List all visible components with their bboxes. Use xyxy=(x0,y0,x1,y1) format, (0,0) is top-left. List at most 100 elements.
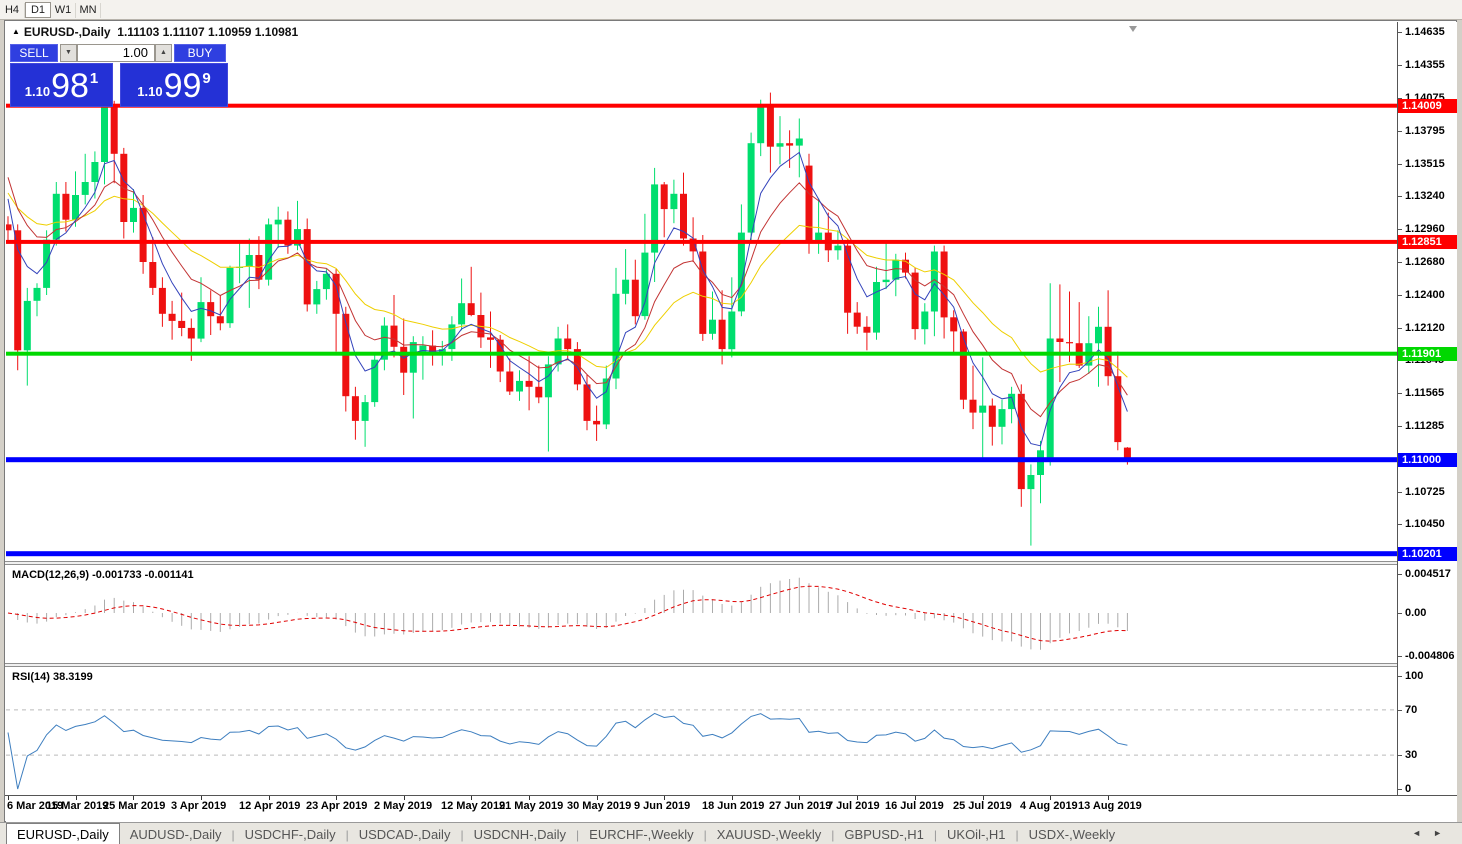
sell-price-display[interactable]: 1.10 98 1 xyxy=(10,63,113,107)
volume-increase-icon[interactable]: ▲ xyxy=(155,44,172,62)
axis-tick-label: 1.12120 xyxy=(1405,322,1445,334)
date-tick-label: 30 May 2019 xyxy=(567,800,632,812)
macd-indicator-pane[interactable] xyxy=(6,565,1397,663)
date-tick xyxy=(529,796,530,800)
symbol-tab-ukoil[interactable]: UKOil-,H1 xyxy=(947,827,1006,842)
axis-tick xyxy=(1398,262,1402,263)
tab-separator: | xyxy=(1015,828,1019,842)
axis-tick xyxy=(1398,131,1402,132)
axis-tick xyxy=(1398,656,1402,657)
price-chart-pane[interactable] xyxy=(6,22,1397,561)
price-axis-line xyxy=(1397,22,1398,795)
symbol-tab-usdcad[interactable]: USDCAD-,Daily xyxy=(358,827,451,842)
axis-tick-label: 0 xyxy=(1405,783,1412,795)
tab-separator: | xyxy=(231,828,235,842)
axis-tick-label: 1.14635 xyxy=(1405,26,1445,38)
timeframe-toolbar: H4 D1 W1 MN xyxy=(0,0,1462,20)
date-tick xyxy=(857,796,858,800)
axis-tick xyxy=(1398,328,1402,329)
date-tick xyxy=(336,796,337,800)
date-tick xyxy=(404,796,405,800)
date-axis-line xyxy=(5,795,1457,796)
date-tick xyxy=(915,796,916,800)
symbol-tab-xauusd[interactable]: XAUUSD-,Weekly xyxy=(716,827,822,842)
axis-tick-label: 100 xyxy=(1405,670,1424,682)
date-tick-label: 12 Apr 2019 xyxy=(239,800,301,812)
date-tick-label: 7 Jul 2019 xyxy=(827,800,880,812)
axis-tick-label: 0.00 xyxy=(1405,607,1427,619)
buy-price-prefix: 1.10 xyxy=(137,84,163,99)
symbol-tab-usdchf[interactable]: USDCHF-,Daily xyxy=(244,827,336,842)
axis-tick-label: 1.14355 xyxy=(1405,59,1445,71)
date-tick-label: 13 Aug 2019 xyxy=(1078,800,1142,812)
date-axis[interactable]: 6 Mar 2019 15 Mar 2019 25 Mar 2019 3 Apr 20… xyxy=(6,796,1457,822)
sell-price-prefix: 1.10 xyxy=(24,84,51,99)
timeframe-button-w1[interactable]: W1 xyxy=(51,3,76,18)
axis-tick xyxy=(1398,676,1402,677)
axis-tick xyxy=(1398,196,1402,197)
date-tick-label: 15 Mar 2019 xyxy=(46,800,109,812)
axis-tick-label: 0.004517 xyxy=(1405,568,1451,580)
axis-tick-label: 1.11565 xyxy=(1405,387,1445,399)
timeframe-button-mn[interactable]: MN xyxy=(76,3,101,18)
axis-tick-label: 1.11285 xyxy=(1405,420,1445,432)
volume-spinner: ▼ 1.00 ▲ xyxy=(60,44,172,62)
date-tick-label: 27 Jun 2019 xyxy=(769,800,832,812)
macd-canvas[interactable] xyxy=(6,565,1397,663)
symbol-tab-eurchf[interactable]: EURCHF-,Weekly xyxy=(589,827,694,842)
chart-symbol-label: EURUSD-,Daily xyxy=(23,25,111,39)
axis-tick-label: 1.10725 xyxy=(1405,486,1445,498)
buy-button[interactable]: BUY xyxy=(174,44,226,62)
date-tick-label: 18 Jun 2019 xyxy=(702,800,765,812)
axis-tick xyxy=(1398,164,1402,165)
price-chart-canvas[interactable] xyxy=(6,22,1397,561)
buy-price-display[interactable]: 1.10 99 9 xyxy=(120,63,228,107)
sell-button[interactable]: SELL xyxy=(10,44,58,62)
axis-tick xyxy=(1398,426,1402,427)
axis-tick-label: 1.13515 xyxy=(1405,158,1445,170)
rsi-indicator-pane[interactable] xyxy=(6,667,1397,795)
buy-price-pipette: 9 xyxy=(202,70,211,87)
collapse-quote-icon[interactable]: ▲ xyxy=(12,27,20,36)
symbol-tab-gbpusd[interactable]: GBPUSD-,H1 xyxy=(844,827,924,842)
chart-shift-marker-icon xyxy=(1129,26,1137,32)
axis-tick-label: 1.12960 xyxy=(1405,223,1445,235)
date-tick-label: 9 Jun 2019 xyxy=(634,800,691,812)
axis-tick xyxy=(1398,65,1402,66)
tab-separator: | xyxy=(460,828,464,842)
tab-separator: | xyxy=(345,828,349,842)
tabs-scroll-left-icon[interactable]: ◄ xyxy=(1412,828,1434,838)
axis-tick xyxy=(1398,295,1402,296)
axis-tick xyxy=(1398,32,1402,33)
axis-tick xyxy=(1398,574,1402,575)
tabs-scroll-right-icon[interactable]: ► xyxy=(1433,828,1454,838)
axis-tick-label: 1.13240 xyxy=(1405,190,1445,202)
symbol-tab-usdcnh[interactable]: USDCNH-,Daily xyxy=(473,827,567,842)
timeframe-button-h4[interactable]: H4 xyxy=(0,3,25,18)
price-axis[interactable]: 1.14635 1.14355 1.14075 1.13795 1.13515 1.132… xyxy=(1398,22,1457,795)
date-tick-label: 12 May 2019 xyxy=(441,800,506,812)
volume-input[interactable]: 1.00 xyxy=(77,44,155,62)
timeframe-button-d1[interactable]: D1 xyxy=(25,2,51,18)
date-tick-label: 2 May 2019 xyxy=(374,800,433,812)
hline-price-tag: 1.12851 xyxy=(1398,235,1457,249)
axis-tick xyxy=(1398,524,1402,525)
date-tick xyxy=(269,796,270,800)
tab-separator: | xyxy=(831,828,835,842)
symbol-tab-audusd[interactable]: AUDUSD-,Daily xyxy=(129,827,222,842)
symbol-tab-usdx[interactable]: USDX-,Weekly xyxy=(1028,827,1116,842)
date-tick-label: 21 May 2019 xyxy=(499,800,564,812)
hline-price-tag: 1.11901 xyxy=(1398,347,1457,361)
volume-decrease-icon[interactable]: ▼ xyxy=(60,44,77,62)
date-tick-label: 25 Mar 2019 xyxy=(103,800,166,812)
pane-separator[interactable] xyxy=(5,561,1457,565)
axis-tick xyxy=(1398,613,1402,614)
pane-separator[interactable] xyxy=(5,663,1457,667)
rsi-canvas[interactable] xyxy=(6,667,1397,795)
axis-tick-label: 1.13795 xyxy=(1405,125,1445,137)
axis-tick-label: 1.10450 xyxy=(1405,518,1445,530)
axis-tick xyxy=(1398,755,1402,756)
symbol-tab-eurusd[interactable]: EURUSD-,Daily xyxy=(6,823,120,844)
tab-separator: | xyxy=(703,828,707,842)
hline-price-tag: 1.11000 xyxy=(1398,453,1457,467)
